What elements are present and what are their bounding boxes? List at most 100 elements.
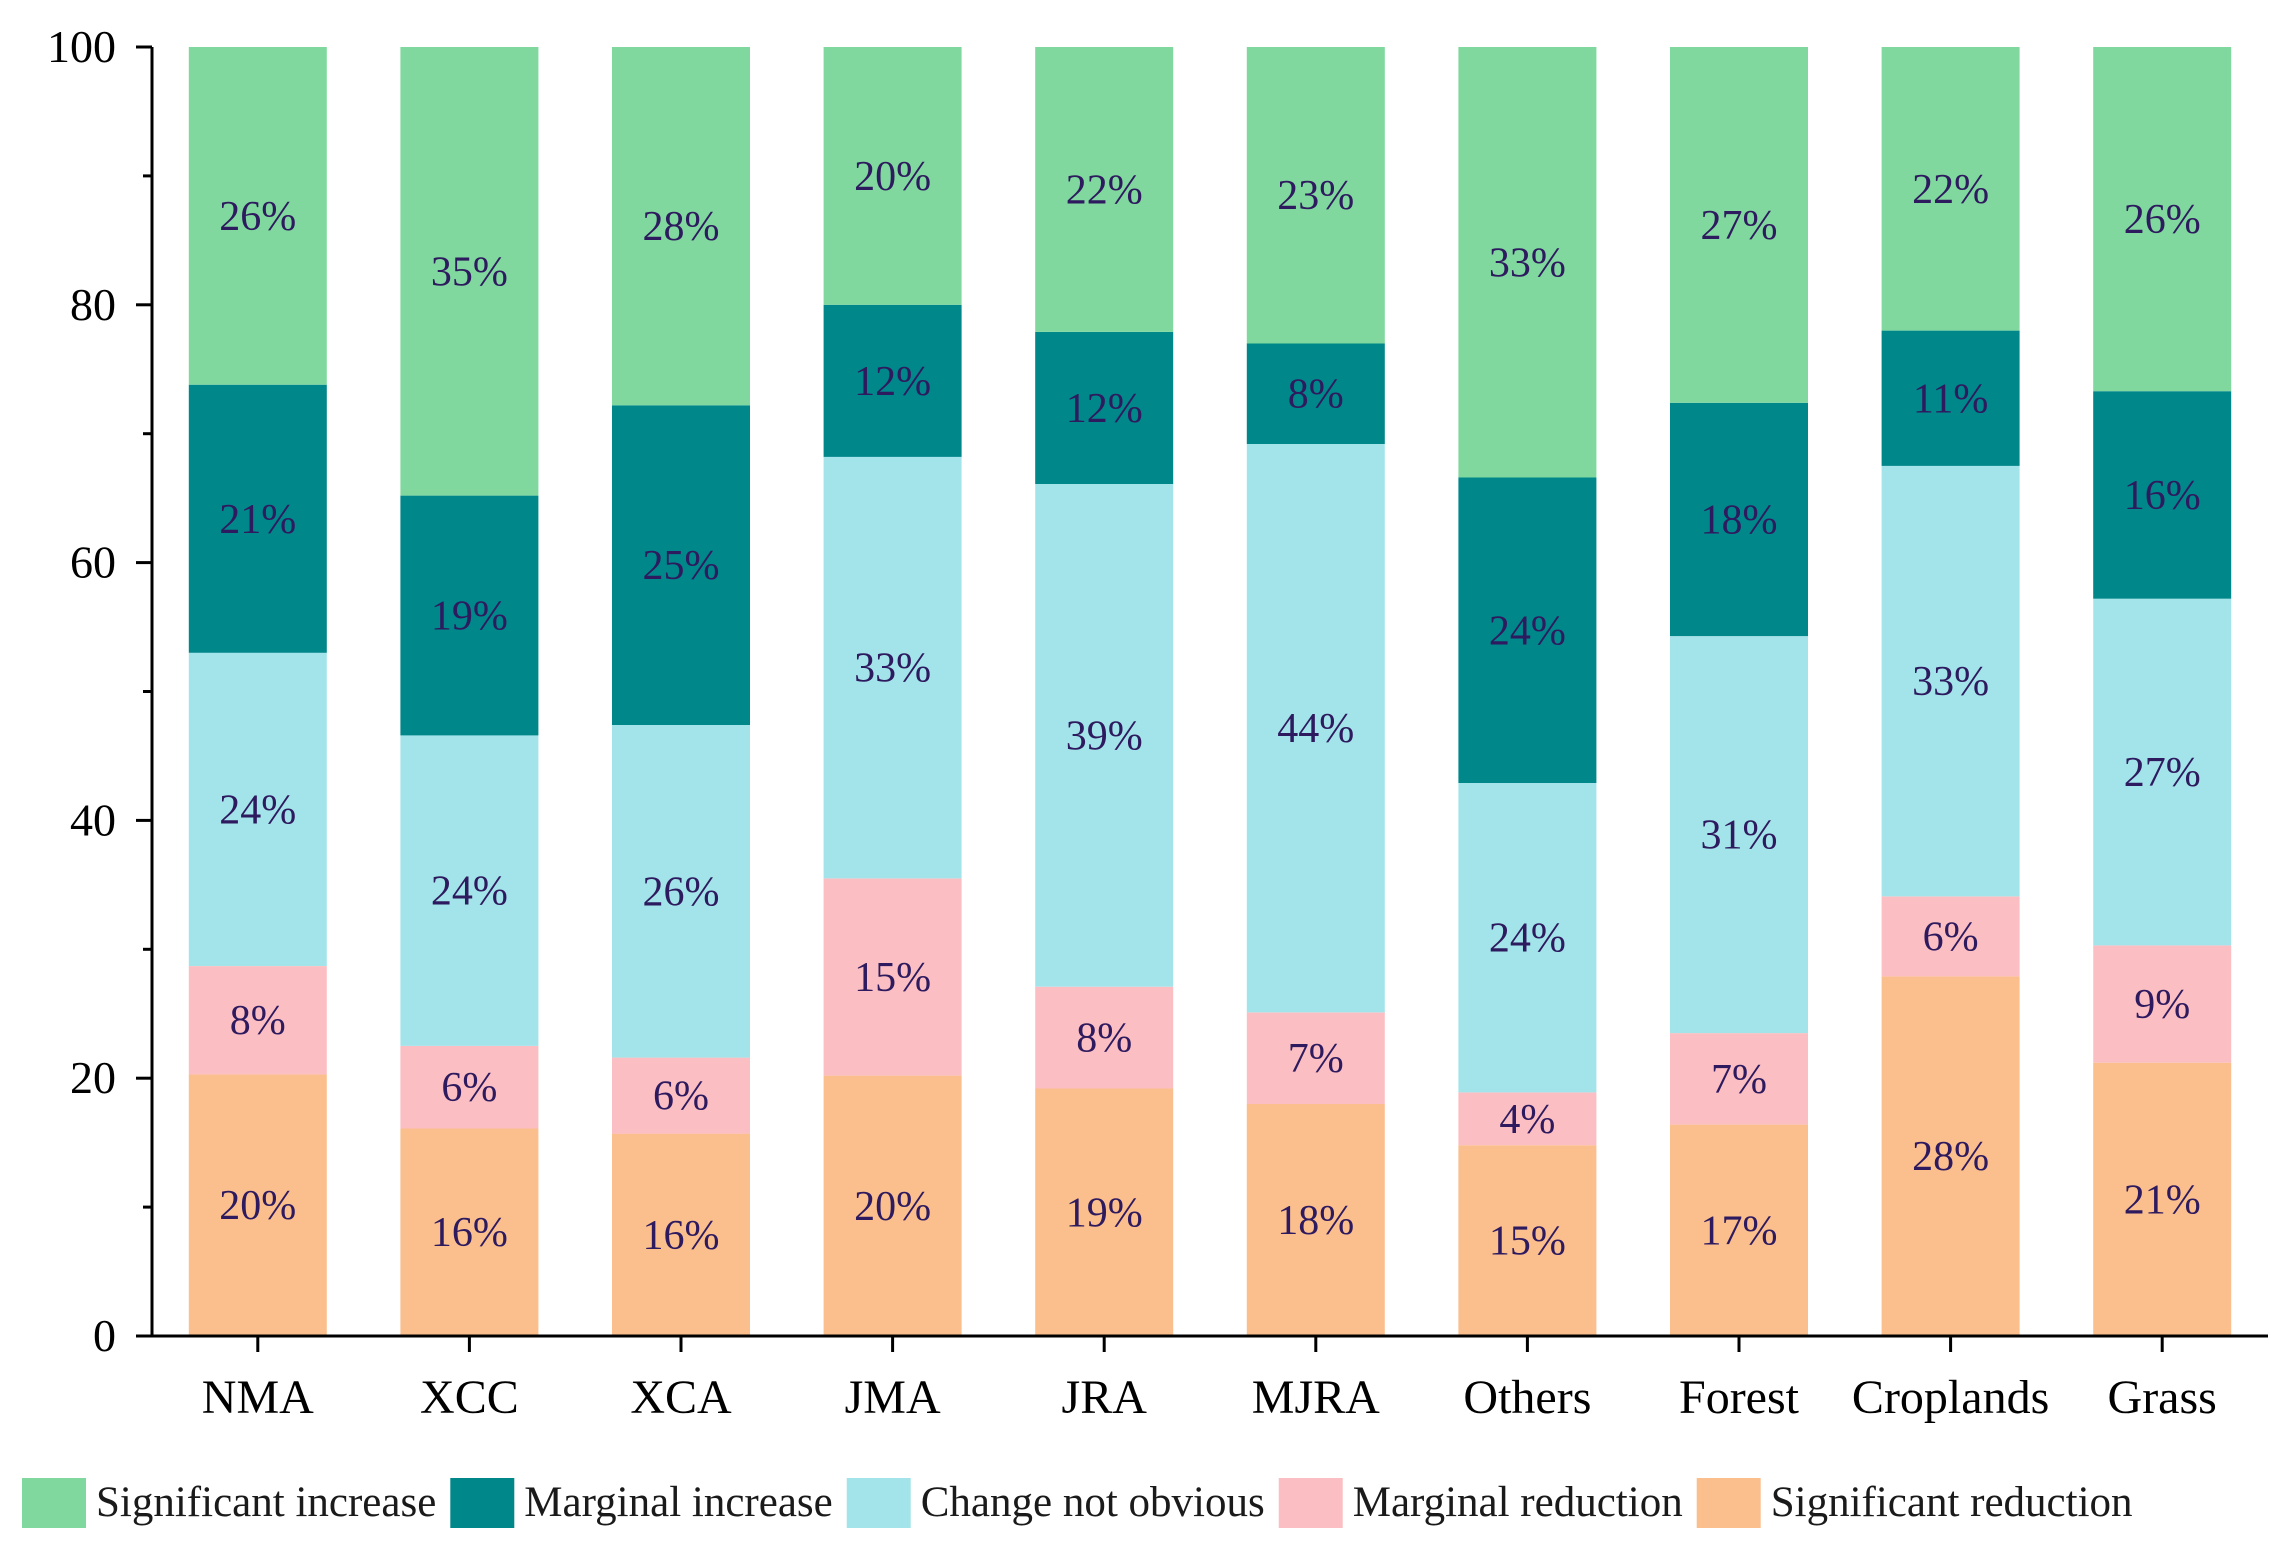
bar-significant-increase-forest [1670,47,1808,403]
data-label: 19% [1066,1190,1143,1236]
bar-marginal-reduction-xca [612,1057,750,1134]
bar-change-not-obvious-forest [1670,636,1808,1034]
data-label: 33% [854,646,931,692]
y-tick-label: 20 [70,1052,116,1103]
data-label: 33% [1489,240,1566,286]
x-tick-label: Grass [2108,1371,2217,1424]
data-label: 28% [643,204,720,250]
bar-significant-reduction-xca [612,1133,750,1336]
data-label: 35% [431,249,508,295]
legend-swatch [450,1478,515,1528]
data-label: 20% [854,1184,931,1230]
data-label: 26% [2124,197,2201,243]
y-tick-label: 60 [70,537,116,588]
bar-change-not-obvious-croplands [1881,465,2020,897]
bar-significant-reduction-xcc [400,1128,539,1336]
data-label: 44% [1277,706,1354,752]
x-tick-label: Forest [1679,1371,1800,1424]
data-label: 17% [1701,1208,1778,1254]
data-label: 39% [1066,713,1143,759]
bar-significant-reduction-jma [823,1075,962,1336]
data-label: 8% [230,998,286,1044]
bar-significant-reduction-croplands [1881,976,2020,1336]
legend-label: Change not obvious [921,1479,1265,1526]
legend-swatch [846,1478,911,1528]
data-label: 16% [431,1210,508,1256]
bar-marginal-reduction-croplands [1881,896,2020,977]
bar-marginal-increase-forest [1670,402,1808,637]
bar-marginal-reduction-xcc [400,1046,539,1129]
legend-item-change-not-obvious: Change not obvious [846,1478,1265,1528]
data-label: 19% [431,593,508,639]
bar-change-not-obvious-nma [188,652,327,966]
legend-swatch [22,1478,86,1528]
data-label: 26% [643,869,720,915]
bar-marginal-increase-mjra [1246,343,1385,444]
bar-significant-increase-jra [1035,47,1174,332]
legend-item-significant-increase: Significant increase [22,1478,436,1528]
bar-significant-increase-xcc [400,47,539,496]
bar-significant-increase-croplands [1881,47,2020,331]
bar-change-not-obvious-grass [2093,598,2232,946]
y-tick-label: 0 [93,1310,116,1361]
bar-significant-reduction-others [1458,1145,1597,1336]
bar-significant-increase-jma [823,47,962,305]
data-label: 16% [2124,473,2201,519]
bar-significant-increase-xca [612,47,750,406]
data-label: 18% [1701,497,1778,543]
bar-significant-reduction-jra [1035,1088,1174,1336]
bar-significant-increase-nma [188,47,327,385]
legend: Significant increase Marginal increase Cha… [22,1478,2133,1528]
data-label: 22% [1912,167,1989,213]
axes-layer: 0 20 40 60 80 100 NMA XCC XCA JMA JRA MJRA Others For… [47,21,2268,1424]
y-tick-label: 40 [70,794,116,845]
bar-marginal-increase-nma [188,384,327,653]
legend-label: Marginal increase [524,1479,832,1526]
x-tick-label: XCC [420,1371,519,1424]
data-label: 20% [219,1183,296,1229]
bar-change-not-obvious-xcc [400,735,539,1046]
bar-marginal-increase-croplands [1881,330,2020,466]
legend-swatch [1278,1478,1343,1528]
y-tick-label: 100 [47,21,116,72]
data-label: 22% [1066,167,1143,213]
x-tick-label: XCA [630,1371,732,1424]
data-label: 15% [1489,1219,1566,1265]
y-tick-label: 80 [70,279,116,330]
data-label: 15% [854,955,931,1001]
data-label: 11% [1913,376,1988,422]
data-label: 24% [1489,916,1566,962]
data-label: 7% [1711,1057,1767,1103]
bars-layer [188,47,2232,1336]
data-label: 24% [1489,608,1566,654]
data-label: 27% [2124,750,2201,796]
bar-significant-reduction-mjra [1246,1104,1385,1336]
data-label: 20% [854,154,931,200]
data-label: 6% [441,1065,497,1111]
data-label: 7% [1288,1036,1344,1082]
bar-significant-reduction-nma [188,1074,327,1336]
x-tick-label: JRA [1062,1371,1148,1424]
legend-label: Significant increase [96,1479,436,1526]
bar-significant-increase-others [1458,47,1597,478]
data-label: 6% [653,1074,709,1120]
bar-significant-reduction-forest [1670,1124,1808,1336]
data-label: 9% [2134,982,2190,1028]
bar-marginal-increase-xcc [400,495,539,736]
data-label: 21% [2124,1177,2201,1223]
data-label: 33% [1912,659,1989,705]
bar-marginal-increase-jra [1035,331,1174,484]
legend-label: Marginal reduction [1353,1479,1683,1526]
data-label: 23% [1277,173,1354,219]
bar-significant-increase-grass [2093,47,2232,392]
bar-change-not-obvious-others [1458,783,1597,1093]
x-tick-label: Others [1463,1371,1591,1424]
bar-marginal-reduction-forest [1670,1033,1808,1125]
bar-significant-increase-mjra [1246,47,1385,344]
legend-swatch [1696,1478,1761,1528]
bar-significant-reduction-grass [2093,1062,2232,1336]
bar-marginal-reduction-grass [2093,945,2232,1063]
bar-marginal-reduction-others [1458,1092,1597,1146]
data-label: 25% [643,543,720,589]
